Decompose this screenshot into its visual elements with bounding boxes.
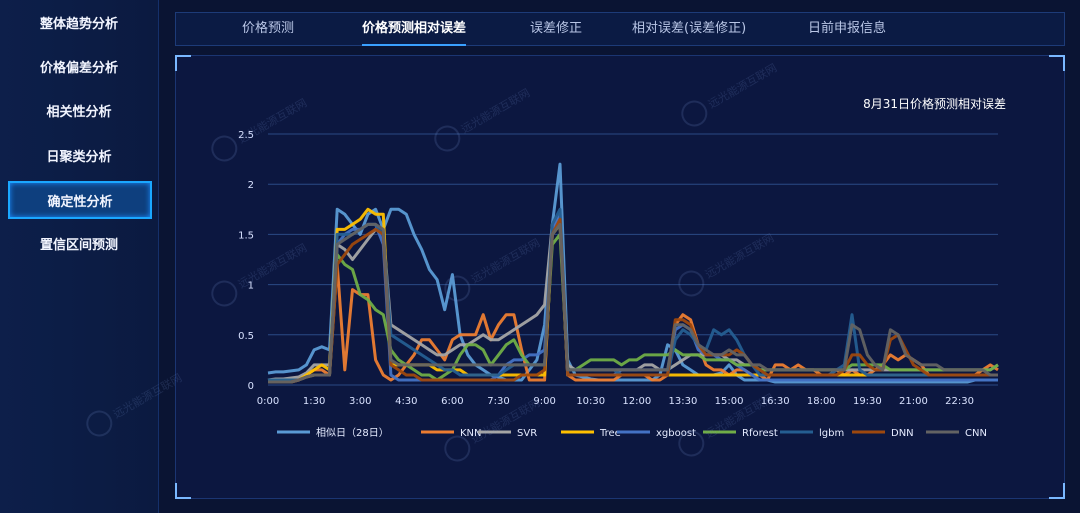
x-tick-label: 10:30 xyxy=(576,396,605,407)
tab-4[interactable]: 日前申报信息 xyxy=(808,21,887,36)
x-tick-label: 19:30 xyxy=(853,396,882,407)
legend-label: xgboost xyxy=(656,428,696,439)
sidebar-item-0[interactable]: 整体趋势分析 xyxy=(39,16,118,32)
corner-decoration xyxy=(1049,483,1065,499)
x-tick-label: 9:00 xyxy=(533,396,555,407)
y-tick-label: 2 xyxy=(248,180,254,191)
x-tick-label: 3:00 xyxy=(349,396,371,407)
corner-decoration xyxy=(1049,55,1065,71)
legend-label: KNN xyxy=(460,428,482,439)
x-tick-label: 4:30 xyxy=(395,396,417,407)
sidebar: 整体趋势分析 价格偏差分析 相关性分析日聚类分析确定性分析置信区间预测 xyxy=(0,0,159,513)
legend-label: DNN xyxy=(891,428,914,439)
x-tick-label: 21:00 xyxy=(899,396,928,407)
x-tick-label: 15:00 xyxy=(715,396,744,407)
tab-3[interactable]: 相对误差(误差修正) xyxy=(632,21,747,36)
legend-label: 相似日（28日） xyxy=(316,426,389,439)
y-tick-label: 1 xyxy=(248,281,254,292)
x-tick-label: 18:00 xyxy=(807,396,836,407)
series-line-6 xyxy=(268,207,998,382)
x-tick-label: 1:30 xyxy=(303,396,325,407)
x-tick-label: 12:00 xyxy=(622,396,651,407)
sidebar-item-1[interactable]: 价格偏差分析 xyxy=(39,60,118,76)
x-tick-label: 22:30 xyxy=(945,396,974,407)
tab-bar: 价格预测 价格预测相对误差 误差修正 相对误差(误差修正) 日前申报信息 xyxy=(175,12,1065,46)
x-tick-label: 6:00 xyxy=(441,396,463,407)
y-tick-label: 2.5 xyxy=(238,130,254,141)
x-tick-label: 16:30 xyxy=(761,396,790,407)
tab-2[interactable]: 误差修正 xyxy=(530,21,583,36)
sidebar-item-5[interactable]: 置信区间预测 xyxy=(39,237,118,253)
legend-label: Tree xyxy=(599,428,621,439)
x-tick-label: 13:30 xyxy=(669,396,698,407)
series-line-0 xyxy=(267,162,998,384)
series-line-1 xyxy=(268,217,999,384)
chart-panel xyxy=(175,55,1065,499)
corner-decoration xyxy=(175,483,191,499)
x-tick-label: 7:30 xyxy=(487,396,509,407)
sidebar-item-2[interactable]: 相关性分析 xyxy=(46,104,112,120)
legend-label: SVR xyxy=(517,428,537,439)
y-tick-label: 0 xyxy=(248,381,254,392)
tab-0[interactable]: 价格预测 xyxy=(242,21,295,36)
x-tick-label: 0:00 xyxy=(257,396,279,407)
chart-title: 8月31日价格预测相对误差 xyxy=(863,96,1006,111)
y-tick-label: 0.5 xyxy=(238,331,254,342)
y-tick-label: 1.5 xyxy=(238,230,254,241)
sidebar-item-4[interactable]: 确定性分析 xyxy=(8,181,152,219)
tab-1[interactable]: 价格预测相对误差 xyxy=(362,13,467,46)
series-line-3 xyxy=(268,207,998,382)
corner-decoration xyxy=(175,55,191,71)
legend-label: Rforest xyxy=(742,428,778,439)
sidebar-item-3[interactable]: 日聚类分析 xyxy=(46,149,112,165)
legend-label: CNN xyxy=(965,428,987,439)
series-line-8 xyxy=(268,222,998,384)
legend-label: lgbm xyxy=(819,428,844,439)
